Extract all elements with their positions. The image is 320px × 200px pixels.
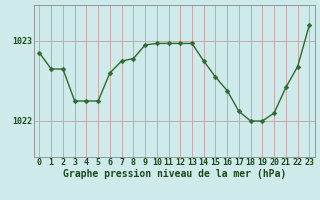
X-axis label: Graphe pression niveau de la mer (hPa): Graphe pression niveau de la mer (hPa) <box>63 169 286 179</box>
